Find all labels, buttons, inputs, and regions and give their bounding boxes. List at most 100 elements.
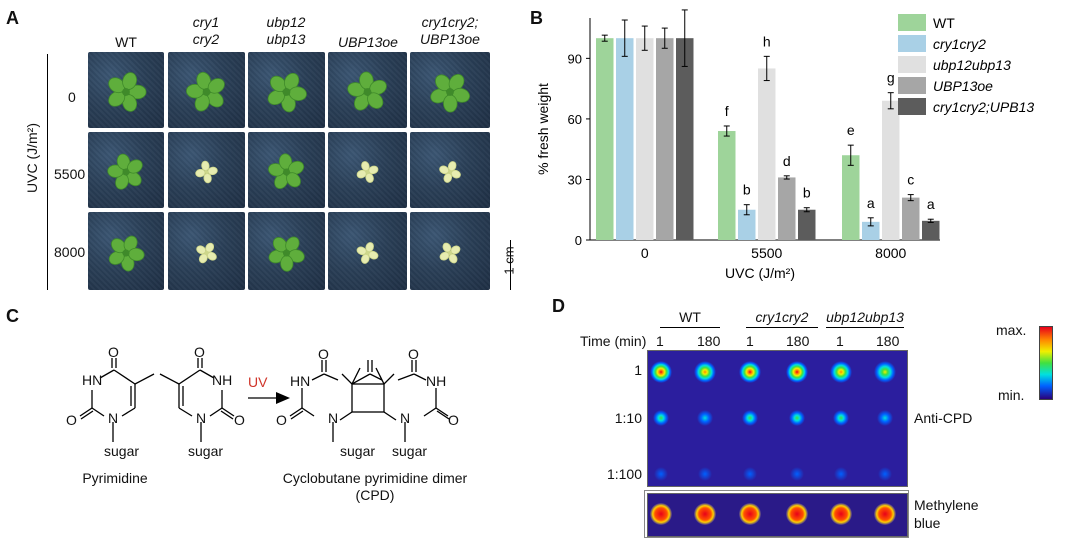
col-label-3: ubp12 ubp13 — [266, 14, 306, 47]
methylene-blue-membrane — [647, 493, 908, 537]
y-axis-title: % fresh weight — [535, 83, 551, 175]
seedling-photo-r0-c1 — [168, 52, 245, 128]
legend-label: cry1cry2;UPB13 — [933, 99, 1034, 115]
panel-d-label: D — [552, 296, 565, 316]
legend-swatch — [898, 98, 926, 115]
cpd-spot-r0-c5 — [874, 361, 896, 383]
seedling-center — [282, 88, 291, 96]
seedling-center — [446, 88, 454, 96]
cpd-spot-r0-c4 — [830, 361, 852, 383]
dilution-1: 1 — [634, 362, 642, 378]
y-tick-label: 90 — [568, 51, 582, 66]
significance-letter: b — [743, 182, 751, 198]
scale-min: min. — [998, 387, 1025, 403]
methylene-spot-2 — [739, 503, 761, 525]
scale-bar — [510, 240, 511, 290]
col-label-1: WT — [115, 34, 137, 50]
cpd-spot-r2-c3 — [790, 467, 804, 481]
time-2: 180 — [697, 333, 721, 349]
bar-ubp12ubp13-5500 — [758, 68, 776, 240]
cpd-spot-r2-c5 — [878, 467, 892, 481]
time-5: 1 — [836, 333, 844, 349]
anti-cpd-membrane — [647, 350, 908, 487]
y-tick-label: 30 — [568, 172, 582, 187]
seedling-photo-r0-c3 — [328, 52, 407, 128]
x-tick-label: 8000 — [875, 245, 906, 261]
bar-UBP13oe-8000 — [902, 197, 920, 240]
seedling-photo-r1-c2 — [248, 132, 325, 208]
group-line-cry1cry2 — [746, 327, 818, 328]
significance-letter: a — [867, 195, 875, 211]
x-tick-label: 0 — [641, 245, 649, 261]
significance-letter: g — [887, 70, 895, 86]
y-tick-label: 60 — [568, 112, 582, 127]
cpd-spot-r1-c0 — [653, 410, 669, 426]
seedling-photo-r2-c4 — [410, 212, 490, 290]
cpd-spot-r0-c0 — [650, 361, 672, 383]
methylene-spot-3 — [786, 503, 808, 525]
methylene-spot-4 — [830, 503, 852, 525]
seedling-leaf — [443, 94, 458, 113]
methylene-spot-5 — [874, 503, 896, 525]
atom-o-6: O — [408, 346, 419, 362]
seedling-photo-r1-c3 — [328, 132, 407, 208]
legend-label: cry1cry2 — [933, 36, 986, 52]
atom-hn-2: HN — [290, 373, 311, 389]
atom-n-4: N — [400, 410, 411, 426]
seedling-center — [283, 168, 290, 176]
pyrimidine-label: Pyrimidine — [82, 470, 148, 486]
cpd-spot-r2-c0 — [654, 467, 668, 481]
seedling-center — [122, 249, 130, 257]
time-label: Time (min) — [580, 333, 647, 349]
atom-o-8: O — [448, 412, 459, 428]
methylene-label-2: blue — [914, 515, 941, 531]
bar-cry1cry2;UPB13-5500 — [798, 209, 816, 240]
time-1: 1 — [656, 333, 664, 349]
anti-cpd-label: Anti-CPD — [914, 410, 973, 426]
cpd-spot-r1-c1 — [697, 410, 713, 426]
bar-cry1cry2-8000 — [862, 221, 880, 240]
legend-label: WT — [933, 15, 955, 31]
cpd-spot-r2-c2 — [743, 467, 757, 481]
scale-max: max. — [996, 322, 1027, 338]
cpd-spot-r1-c5 — [877, 410, 893, 426]
cpd-spot-r1-c4 — [833, 410, 849, 426]
bar-ubp12ubp13-0 — [636, 38, 654, 240]
panel-b-label: B — [530, 8, 543, 28]
significance-letter: b — [803, 185, 811, 201]
seedling-photo-r2-c1 — [168, 212, 245, 290]
cpd-spot-r1-c3 — [789, 410, 805, 426]
cpd-spot-r1-c2 — [742, 410, 758, 426]
uvc-axis-line — [47, 54, 48, 290]
legend-label: UBP13oe — [933, 78, 993, 94]
sugar-2: sugar — [188, 443, 224, 459]
x-axis-title: UVC (J/m²) — [725, 265, 795, 281]
x-tick-label: 5500 — [751, 245, 782, 261]
bar-WT-8000 — [842, 155, 860, 240]
significance-letter: a — [927, 196, 935, 212]
panel-c-label: C — [6, 306, 19, 326]
bar-cry1cry2-0 — [616, 38, 634, 240]
bar-cry1cry2;UPB13-8000 — [922, 220, 940, 240]
seedling-center — [204, 169, 209, 175]
cpd-spot-r2-c1 — [698, 467, 712, 481]
cpd-spot-r0-c3 — [786, 361, 808, 383]
seedling-photo-r0-c0 — [88, 52, 164, 128]
seedling-photo-r2-c0 — [88, 212, 164, 290]
bar-cry1cry2;UPB13-0 — [676, 38, 694, 240]
time-6: 180 — [876, 333, 900, 349]
dilution-1-100: 1:100 — [606, 466, 642, 482]
cpd-label-line2: (CPD) — [355, 487, 395, 503]
group-label-ubp12ubp13: ubp12ubp13 — [826, 309, 904, 325]
seedling-center — [122, 88, 130, 96]
group-label-wt: WT — [679, 309, 701, 325]
atom-o-2: O — [66, 412, 77, 428]
uv-label: UV — [248, 374, 268, 390]
group-label-cry1cry2: cry1cry2 — [755, 309, 809, 325]
methylene-label-1: Methylene — [914, 497, 979, 513]
atom-hn-1: HN — [82, 372, 103, 388]
panel-a-label: A — [6, 8, 19, 28]
significance-letter: d — [783, 153, 791, 169]
